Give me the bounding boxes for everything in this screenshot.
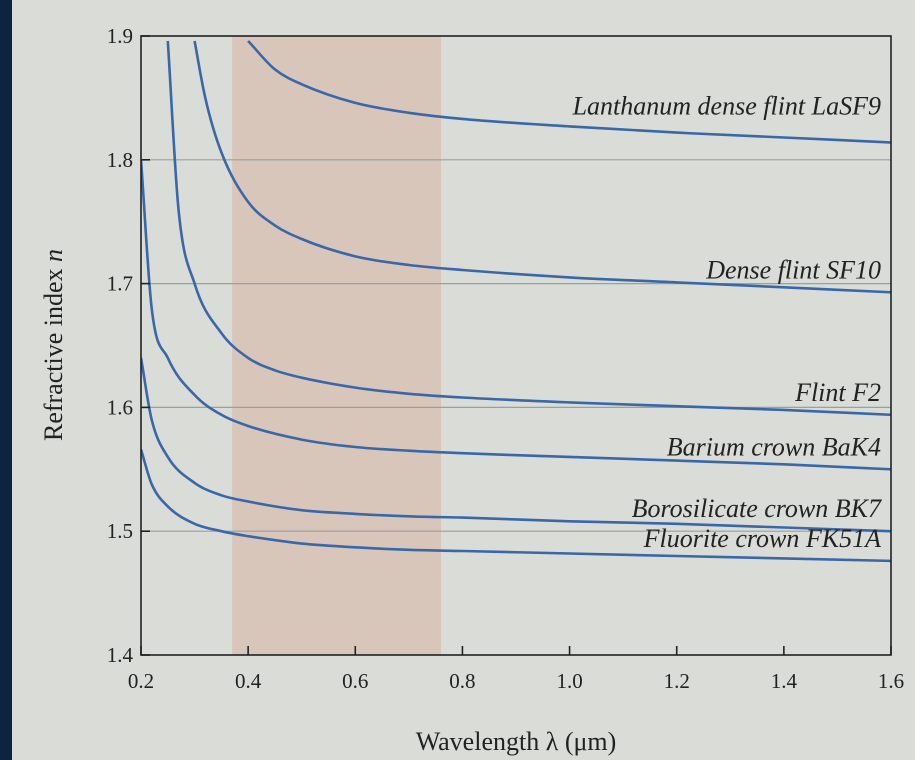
series-line-2 <box>166 40 891 417</box>
x-tick-label-2: 0.6 <box>342 669 368 693</box>
y-tick-label-2: 1.6 <box>107 395 133 419</box>
y-tick-label-5: 1.9 <box>107 24 133 48</box>
x-axis-title: Wavelength λ (μm) <box>416 727 617 756</box>
series-label-3: Barium crown BaK4 <box>667 432 881 461</box>
chart-panel: 0.2 0.4 0.6 0.8 1.0 1.2 1.4 1.6 1.4 1.5 1.6 1.7 1.8 1… <box>12 0 915 760</box>
y-tick-label-4: 1.8 <box>107 148 133 172</box>
series-label-2: Flint F2 <box>794 378 881 407</box>
x-tick-label-6: 1.4 <box>771 669 798 693</box>
x-tick-label-7: 1.6 <box>878 669 904 693</box>
y-axis-title: Refractive index n <box>39 249 68 441</box>
y-tick-label-1: 1.5 <box>107 519 133 543</box>
y-tick-label-3: 1.7 <box>107 272 133 296</box>
refractive-index-chart: 0.2 0.4 0.6 0.8 1.0 1.2 1.4 1.6 1.4 1.5 1.6 1.7 1.8 1… <box>39 24 904 756</box>
plot-frame <box>140 35 892 656</box>
x-tick-label-3: 0.8 <box>449 669 475 693</box>
series-line-3 <box>141 159 891 471</box>
series-label-0: Lanthanum dense flint LaSF9 <box>572 91 881 120</box>
x-tick-label-4: 1.0 <box>556 669 582 693</box>
series-line-1 <box>193 40 891 294</box>
y-tick-label-0: 1.4 <box>107 643 134 667</box>
visible-spectrum-band <box>232 36 441 655</box>
series-label-5: Fluorite crown FK51A <box>643 524 881 553</box>
x-tick-label-0: 0.2 <box>128 669 154 693</box>
series-line-5 <box>141 449 891 563</box>
series-label-1: Dense flint SF10 <box>705 255 881 284</box>
series-label-4: Borosilicate crown BK7 <box>632 494 882 523</box>
y-axis-title-main: Refractive index <box>39 262 68 441</box>
series-line-0 <box>247 40 891 144</box>
series-line-4 <box>141 357 891 533</box>
y-axis-title-var: n <box>39 249 68 262</box>
x-tick-label-5: 1.2 <box>664 669 690 693</box>
x-tick-label-1: 0.4 <box>235 669 262 693</box>
